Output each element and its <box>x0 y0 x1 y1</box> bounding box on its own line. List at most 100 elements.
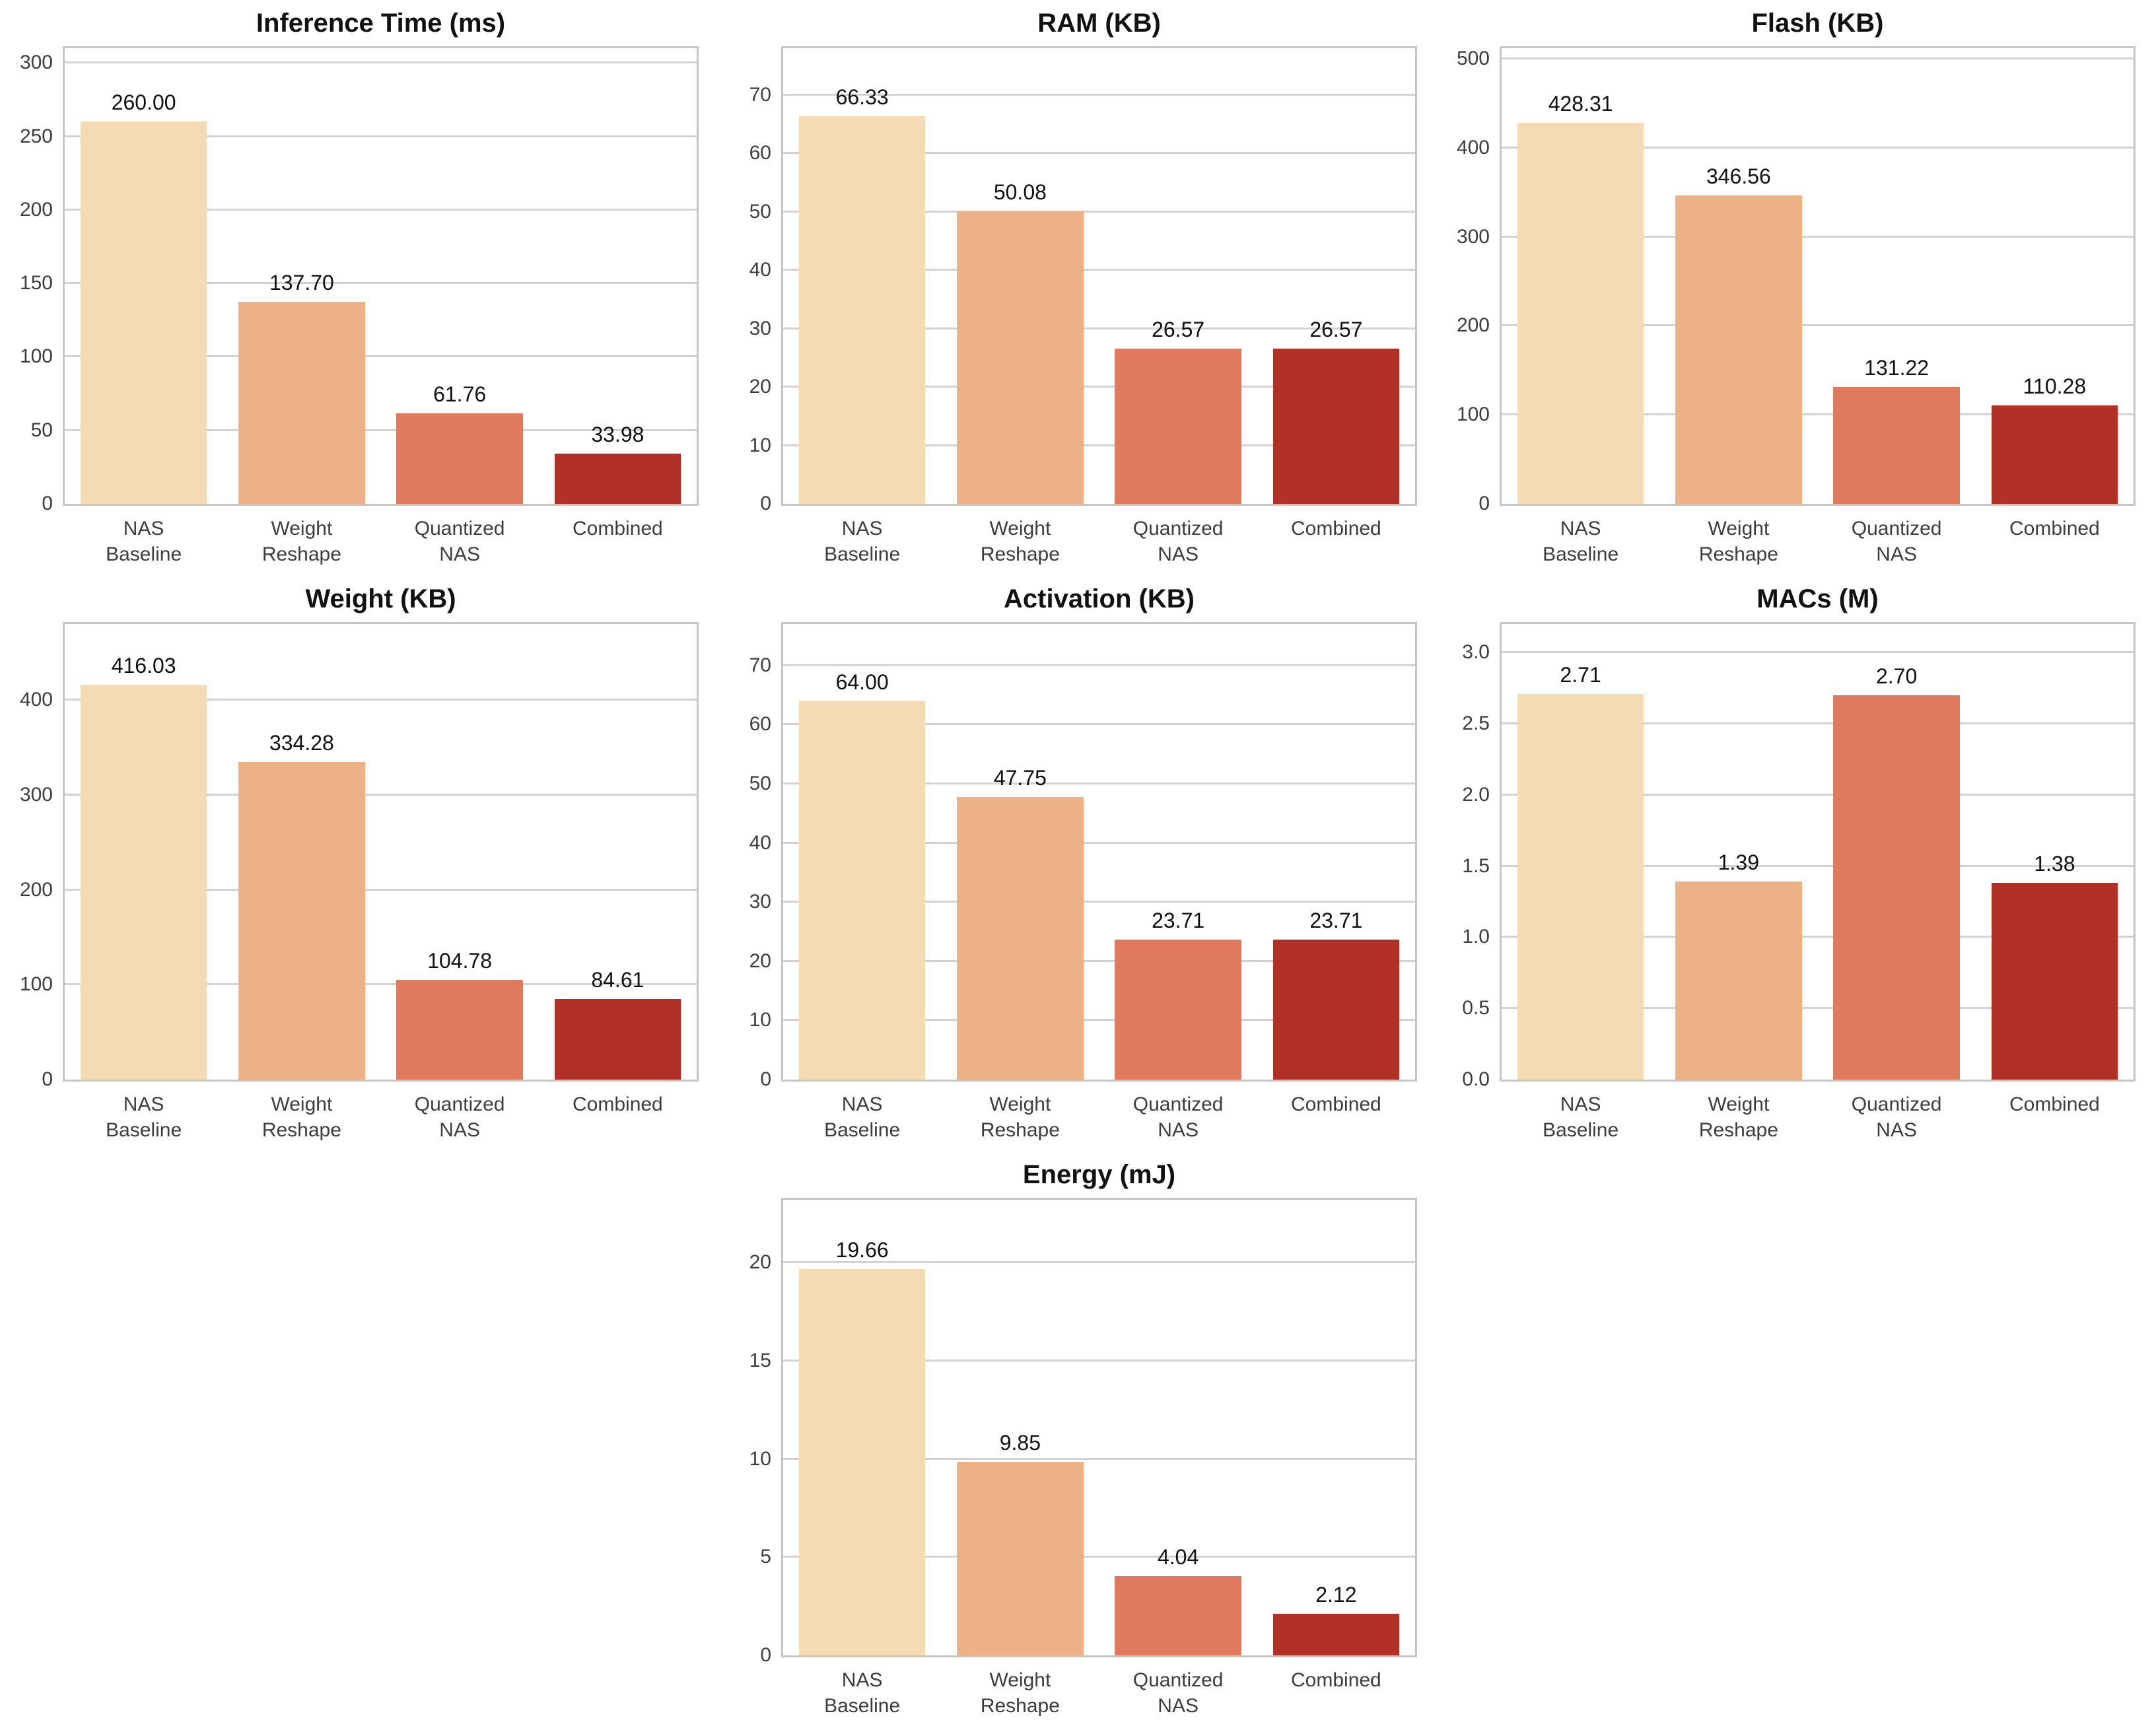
chart-cell-8-empty <box>1437 1152 2155 1727</box>
value-label-weight-reshape: 50.08 <box>993 180 1047 204</box>
chart-cell-6-empty <box>0 1152 718 1727</box>
plot-area: 0 5 10 15 20 19.66 NAS Baseline 9.85 Weight Resh… <box>749 1198 1417 1717</box>
x-category-label-combined: Combined <box>1291 1669 1381 1691</box>
gridline <box>65 208 697 211</box>
chart-weight-kb: Weight (KB) 0 100 200 300 400 416.03 NAS Baseli… <box>0 576 718 1152</box>
chart-macs-m: MACs (M) 0.0 0.5 1.0 1.5 2.0 2.5 3.0 2.71 NAS Bas… <box>1437 576 2155 1152</box>
x-category-label-combined: Combined <box>1291 1093 1381 1115</box>
x-category-label-weight-reshape: Weight Reshape <box>980 1093 1060 1141</box>
bar-quantized-nas <box>1115 348 1241 504</box>
x-category-label-combined: Combined <box>1291 518 1381 539</box>
value-label-quantized-nas: 2.70 <box>1875 664 1918 688</box>
gridline <box>783 444 1415 446</box>
gridline <box>65 983 697 986</box>
plot-area: 0 100 200 300 400 500 428.31 NAS Baseline 346.56… <box>1457 46 2136 565</box>
value-label-nas-baseline: 64.00 <box>835 670 889 694</box>
y-tick-label: 500 <box>1456 48 1490 70</box>
y-tick-label: 1.0 <box>1462 926 1490 948</box>
x-category-label-combined: Combined <box>573 518 663 539</box>
plot-area: 0 10 20 30 40 50 60 70 66.33 NAS Baseline 50.08 Wei… <box>749 46 1417 565</box>
y-tick-label: 200 <box>19 198 53 221</box>
x-category-label-quantized-nas: Quantized NAS <box>1132 518 1224 565</box>
gridline <box>783 1261 1415 1264</box>
chart-cell-4: Activation (KB) 0 10 20 30 40 50 60 70 64.00 NAS B… <box>718 576 1437 1152</box>
gridline <box>65 793 697 796</box>
chart-cell-5: MACs (M) 0.0 0.5 1.0 1.5 2.0 2.5 3.0 2.71 NAS Bas… <box>1437 576 2155 1152</box>
chart-inference-time-ms: Inference Time (ms) 0 50 100 150 200 250 300 260… <box>0 0 718 576</box>
gridline <box>783 841 1415 844</box>
value-label-nas-baseline: 260.00 <box>111 90 176 115</box>
gridline <box>783 1457 1415 1460</box>
gridline <box>783 1019 1415 1021</box>
value-label-combined: 26.57 <box>1309 317 1363 341</box>
value-label-weight-reshape: 346.56 <box>1706 164 1771 188</box>
bar-nas-baseline <box>798 701 926 1080</box>
y-tick-label: 3.0 <box>1462 641 1490 664</box>
chart-activation-kb: Activation (KB) 0 10 20 30 40 50 60 70 64.00 NAS B… <box>718 576 1437 1152</box>
gridline <box>783 152 1415 155</box>
chart-title: Activation (KB) <box>1004 584 1195 613</box>
y-tick-label: 150 <box>19 272 53 294</box>
x-category-label-nas-baseline: NAS Baseline <box>106 1093 182 1141</box>
x-category-label-nas-baseline: NAS Baseline <box>1543 518 1619 565</box>
chart-cell-3: Weight (KB) 0 100 200 300 400 416.03 NAS Baseli… <box>0 576 718 1152</box>
x-category-label-quantized-nas: Quantized NAS <box>1132 1093 1224 1141</box>
bar-combined <box>1991 405 2118 504</box>
gridline <box>783 327 1415 329</box>
bar-nas-baseline <box>1517 122 1644 504</box>
y-tick-label: 60 <box>749 142 771 164</box>
y-tick-label: 10 <box>749 1447 771 1470</box>
bar-quantized-nas <box>1115 1575 1241 1655</box>
x-category-label-quantized-nas: Quantized NAS <box>1851 1093 1942 1141</box>
x-category-label-quantized-nas: Quantized NAS <box>414 1093 505 1141</box>
value-label-combined: 110.28 <box>2023 374 2087 399</box>
x-category-label-weight-reshape: Weight Reshape <box>261 1093 341 1141</box>
gridline <box>1502 57 2134 60</box>
bar-nas-baseline <box>798 1269 926 1655</box>
x-category-label-nas-baseline: NAS Baseline <box>824 1093 901 1141</box>
y-tick-label: 100 <box>19 973 53 996</box>
y-tick-label: 50 <box>749 200 771 223</box>
bar-combined <box>1272 348 1400 504</box>
bar-combined <box>1272 939 1400 1080</box>
y-tick-label: 30 <box>749 891 771 913</box>
value-label-combined: 33.98 <box>591 423 644 447</box>
chart-cell-1: RAM (KB) 0 10 20 30 40 50 60 70 66.33 NAS Baseline… <box>718 0 1437 576</box>
y-tick-label: 0 <box>760 493 771 514</box>
x-category-label-quantized-nas: Quantized NAS <box>414 518 505 565</box>
y-tick-label: 10 <box>749 434 771 456</box>
gridline <box>783 901 1415 903</box>
x-category-label-weight-reshape: Weight Reshape <box>1698 518 1778 565</box>
y-tick-label: 2.5 <box>1462 712 1490 734</box>
y-tick-label: 5 <box>760 1546 771 1568</box>
bar-weight-reshape <box>957 797 1084 1080</box>
y-tick-label: 0.0 <box>1462 1068 1490 1090</box>
chart-cell-2: Flash (KB) 0 100 200 300 400 500 428.31 NAS Base… <box>1437 0 2155 576</box>
gridline <box>783 1359 1415 1362</box>
value-label-weight-reshape: 1.39 <box>1718 850 1760 875</box>
gridline <box>783 386 1415 388</box>
gridline <box>65 355 697 358</box>
gridline <box>65 61 697 64</box>
gridline <box>783 959 1415 962</box>
chart-title: RAM (KB) <box>1037 9 1161 38</box>
gridline <box>1502 1007 2134 1010</box>
y-tick-label: 20 <box>749 1251 771 1274</box>
y-tick-label: 60 <box>749 713 771 736</box>
value-label-nas-baseline: 2.71 <box>1560 662 1601 687</box>
value-label-weight-reshape: 334.28 <box>269 731 334 755</box>
y-tick-label: 70 <box>749 83 771 106</box>
value-label-quantized-nas: 23.71 <box>1152 908 1205 932</box>
gridline <box>783 210 1415 213</box>
bar-weight-reshape <box>238 762 365 1080</box>
x-category-label-weight-reshape: Weight Reshape <box>980 518 1060 565</box>
gridline <box>65 135 697 137</box>
chart-title: Flash (KB) <box>1751 9 1884 38</box>
bar-combined <box>554 999 681 1080</box>
gridline <box>783 664 1415 666</box>
y-tick-label: 0 <box>1478 493 1490 514</box>
x-category-label-weight-reshape: Weight Reshape <box>261 518 341 565</box>
y-tick-label: 15 <box>749 1349 771 1371</box>
chart-ram-kb: RAM (KB) 0 10 20 30 40 50 60 70 66.33 NAS Baseline… <box>718 0 1437 576</box>
